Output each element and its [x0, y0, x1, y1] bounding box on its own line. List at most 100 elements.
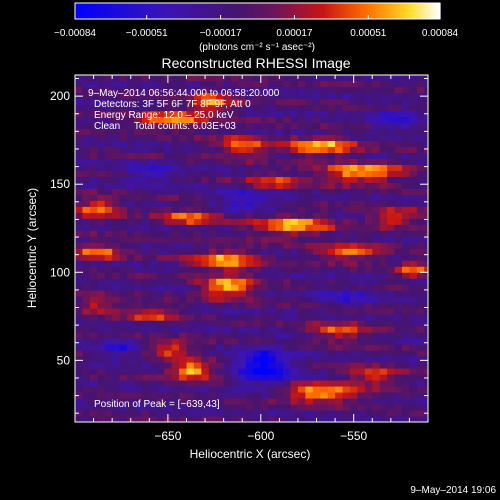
- heatmap-cell: [260, 302, 269, 309]
- heatmap-cell: [82, 170, 91, 177]
- heatmap-cell: [275, 266, 284, 273]
- heatmap-cell: [216, 152, 225, 159]
- colorbar-cell: [115, 3, 119, 19]
- heatmap-cell: [186, 254, 195, 261]
- heatmap-cell: [260, 356, 269, 363]
- heatmap-cell: [216, 356, 225, 363]
- heatmap-cell: [156, 284, 165, 291]
- heatmap-cell: [297, 350, 306, 357]
- colorbar-cell: [277, 3, 281, 19]
- heatmap-cell: [283, 80, 292, 88]
- heatmap-cell: [372, 356, 381, 363]
- heatmap-cell: [260, 242, 269, 249]
- heatmap-cell: [134, 152, 143, 159]
- heatmap-cell: [97, 176, 106, 183]
- heatmap-cell: [305, 254, 314, 261]
- colorbar-cell: [340, 3, 344, 19]
- heatmap-cell: [201, 392, 210, 399]
- heatmap-cell: [409, 380, 418, 387]
- heatmap-cell: [245, 284, 254, 291]
- heatmap-cell: [208, 416, 217, 423]
- heatmap-cell: [238, 128, 247, 136]
- heatmap-cell: [387, 212, 396, 219]
- heatmap-cell: [223, 248, 232, 255]
- heatmap-cell: [75, 212, 83, 219]
- heatmap-cell: [75, 350, 83, 357]
- heatmap-cell: [349, 296, 358, 303]
- heatmap-cell: [335, 326, 344, 333]
- heatmap-cell: [268, 164, 277, 171]
- heatmap-cell: [186, 92, 195, 100]
- heatmap-cell: [97, 218, 106, 225]
- annotation-time-range: 9–May–2014 06:56:44.000 to 06:58:20.000: [88, 88, 280, 99]
- heatmap-cell: [260, 236, 269, 243]
- heatmap-cell: [372, 386, 381, 393]
- heatmap-cell: [260, 194, 269, 201]
- heatmap-cell: [394, 296, 403, 303]
- heatmap-cell: [320, 75, 329, 82]
- heatmap-cell: [349, 242, 358, 249]
- heatmap-cell: [401, 368, 410, 375]
- heatmap-cell: [171, 134, 180, 142]
- heatmap-cell: [231, 404, 239, 411]
- heatmap-cell: [409, 110, 418, 118]
- heatmap-cell: [89, 356, 98, 363]
- colorbar-cell: [195, 3, 199, 19]
- heatmap-cell: [416, 200, 425, 207]
- heatmap-cell: [349, 266, 358, 273]
- colorbar-cell: [417, 3, 421, 19]
- heatmap-cell: [320, 218, 329, 225]
- heatmap-cell: [179, 356, 187, 363]
- heatmap-cell: [208, 164, 217, 171]
- heatmap-cell: [193, 146, 202, 154]
- heatmap-cell: [75, 176, 83, 183]
- heatmap-cell: [335, 296, 344, 303]
- heatmap-cell: [201, 188, 210, 195]
- heatmap-cell: [268, 290, 277, 297]
- heatmap-cell: [312, 272, 321, 279]
- colorbar-cell: [92, 3, 96, 19]
- heatmap-cell: [119, 326, 128, 333]
- heatmap-cell: [208, 122, 217, 130]
- heatmap-cell: [186, 218, 195, 225]
- heatmap-cell: [394, 284, 403, 291]
- heatmap-cell: [364, 314, 373, 321]
- heatmap-cell: [156, 416, 165, 423]
- heatmap-cell: [290, 338, 299, 345]
- heatmap-cell: [387, 104, 396, 112]
- heatmap-cell: [216, 386, 225, 393]
- heatmap-cell: [335, 230, 344, 237]
- heatmap-cell: [349, 398, 358, 405]
- heatmap-cell: [394, 170, 403, 177]
- heatmap-cell: [297, 194, 306, 201]
- heatmap-cell: [290, 248, 299, 255]
- heatmap-cell: [283, 128, 292, 136]
- heatmap-cell: [104, 75, 113, 82]
- heatmap-cell: [253, 296, 262, 303]
- info-annotations: 9–May–2014 06:56:44.000 to 06:58:20.000 …: [88, 88, 280, 132]
- heatmap-cell: [89, 230, 98, 237]
- heatmap-cell: [89, 302, 98, 309]
- colorbar-cell: [297, 3, 301, 19]
- heatmap-cell: [312, 104, 321, 112]
- heatmap-cell: [245, 206, 254, 213]
- heatmap-cell: [104, 380, 113, 387]
- heatmap-cell: [387, 314, 396, 321]
- heatmap-cell: [409, 212, 418, 219]
- heatmap-cell: [82, 272, 91, 279]
- heatmap-cell: [379, 326, 388, 333]
- heatmap-cell: [372, 188, 381, 195]
- heatmap-cell: [387, 344, 396, 351]
- heatmap-cell: [372, 416, 381, 423]
- heatmap-cell: [364, 116, 373, 124]
- heatmap-cell: [141, 212, 150, 219]
- heatmap-cell: [89, 362, 98, 369]
- heatmap-cell: [327, 212, 336, 219]
- heatmap-cell: [305, 350, 314, 357]
- heatmap-cell: [305, 134, 314, 142]
- heatmap-cell: [193, 194, 202, 201]
- heatmap-cell: [387, 254, 396, 261]
- heatmap-cell: [268, 314, 277, 321]
- heatmap-cell: [141, 356, 150, 363]
- heatmap-cell: [104, 86, 113, 94]
